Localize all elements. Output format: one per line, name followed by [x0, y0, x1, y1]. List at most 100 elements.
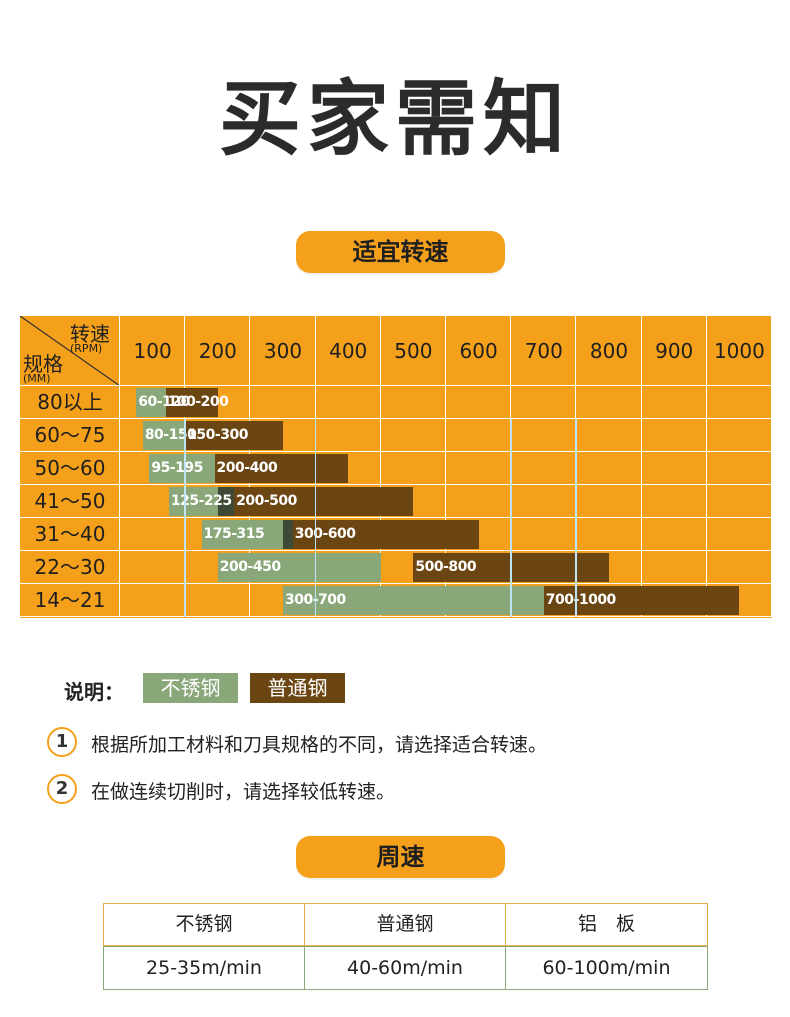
corner-size-unit: (MM)	[23, 372, 51, 385]
stainless-range-label: 200-450	[219, 559, 281, 575]
carbon-steel-bar	[165, 388, 218, 417]
rpm-column-header: 100	[133, 339, 172, 363]
grid-cell	[576, 551, 642, 584]
section-title-surface-speed: 周速	[296, 836, 505, 878]
carbon-range-label: 150-300	[187, 427, 248, 443]
page-title: 买家需知	[218, 72, 571, 167]
grid-cell	[576, 485, 642, 518]
header-cell	[641, 316, 707, 386]
grid-cell	[315, 419, 381, 452]
rpm-column-header: 700	[524, 339, 563, 363]
grid-cell	[185, 584, 251, 617]
grid-cell	[380, 485, 446, 518]
corner-rpm-unit: (RPM)	[70, 342, 103, 355]
table-header-stainless: 不锈钢	[103, 903, 305, 946]
grid-guide-line	[184, 419, 186, 617]
header-cell	[120, 316, 186, 386]
grid-cell	[641, 518, 707, 551]
row-label-cell	[20, 419, 120, 452]
legend-carbon: 普通钢	[250, 673, 345, 703]
header-cell	[446, 316, 512, 386]
legend-label: 说明：	[64, 680, 124, 704]
carbon-range-label: 700-1000	[545, 592, 617, 608]
stainless-range-label: 60-120	[138, 394, 190, 410]
grid-cell	[511, 485, 577, 518]
header-cell	[380, 316, 446, 386]
carbon-range-label: 100-200	[167, 394, 229, 410]
header-cell	[250, 316, 316, 386]
stainless-steel-bar	[283, 586, 544, 615]
table-value-aluminum: 60-100m/min	[505, 946, 708, 990]
corner-diagonal	[20, 316, 120, 386]
grid-cell	[315, 386, 381, 419]
grid-cell	[185, 386, 251, 419]
table-value-stainless: 25-35m/min	[103, 946, 305, 990]
carbon-steel-bar	[185, 421, 283, 450]
grid-cell	[315, 452, 381, 485]
carbon-steel-bar	[214, 454, 349, 483]
table-value-carbon: 40-60m/min	[304, 946, 506, 990]
stainless-range-label: 95-195	[151, 460, 203, 476]
carbon-range-label: 300-600	[294, 526, 356, 542]
row-size-label: 14～21	[34, 588, 106, 612]
row-label-cell	[20, 518, 120, 551]
grid-cell	[120, 551, 186, 584]
rpm-chart: 转速 (RPM) 规格 (MM) 100 200 300 400 500 600 700 80…	[20, 316, 772, 618]
grid-cell	[511, 452, 577, 485]
stainless-steel-bar	[136, 388, 166, 417]
row-label-cell	[20, 485, 120, 518]
rpm-column-header: 600	[459, 339, 498, 363]
table-header-aluminum: 铝 板	[505, 903, 708, 946]
carbon-range-label: 500-800	[415, 559, 477, 575]
row-label-cell	[20, 452, 120, 485]
grid-cell	[576, 419, 642, 452]
header-cell	[315, 316, 381, 386]
stainless-steel-bar	[201, 520, 293, 549]
grid-cell	[446, 419, 512, 452]
grid-cell	[511, 386, 577, 419]
corner-size-label: 规格	[23, 352, 63, 376]
header-cell	[576, 316, 642, 386]
row-label-cell	[20, 386, 120, 419]
grid-cell	[380, 419, 446, 452]
note-text-1: 根据所加工材料和刀具规格的不同，请选择适合转速。	[91, 734, 548, 756]
grid-cell	[576, 386, 642, 419]
grid-cell	[446, 485, 512, 518]
grid-cell	[120, 584, 186, 617]
row-size-label: 22～30	[34, 555, 106, 579]
header-cell	[185, 316, 251, 386]
corner-cell	[20, 316, 120, 386]
rpm-column-header: 500	[394, 339, 433, 363]
rpm-column-header: 400	[329, 339, 368, 363]
rpm-column-header: 900	[655, 339, 694, 363]
grid-cell	[120, 518, 186, 551]
overlap-bar	[283, 520, 293, 549]
note-text-2: 在做连续切削时，请选择较低转速。	[91, 781, 396, 803]
row-size-label: 80以上	[37, 390, 103, 414]
grid-guide-line	[510, 419, 512, 617]
grid-guide-line	[314, 419, 317, 617]
grid-cell	[446, 386, 512, 419]
stainless-range-label: 175-315	[203, 526, 265, 542]
rpm-column-header: 800	[589, 339, 629, 363]
grid-cell	[641, 485, 707, 518]
rpm-column-header: 200	[198, 339, 237, 363]
row-size-label: 50～60	[34, 456, 106, 480]
grid-cell	[706, 551, 772, 584]
rpm-column-header: 1000	[713, 339, 765, 363]
stainless-range-label: 125-225	[170, 493, 232, 509]
row-size-label: 41～50	[34, 489, 106, 513]
stainless-range-label: 80-150	[144, 427, 197, 443]
overlap-bar	[217, 487, 235, 516]
note-number-1: 1	[47, 727, 77, 757]
row-label-cell	[20, 551, 120, 584]
grid-cell	[641, 452, 707, 485]
table-header-carbon: 普通钢	[304, 903, 506, 946]
grid-cell	[380, 386, 446, 419]
grid-cell	[706, 584, 772, 617]
stainless-steel-bar	[142, 421, 186, 450]
corner-rpm-label: 转速	[70, 322, 110, 346]
grid-cell	[706, 452, 772, 485]
note-number-2: 2	[47, 774, 77, 804]
grid-cell	[706, 485, 772, 518]
